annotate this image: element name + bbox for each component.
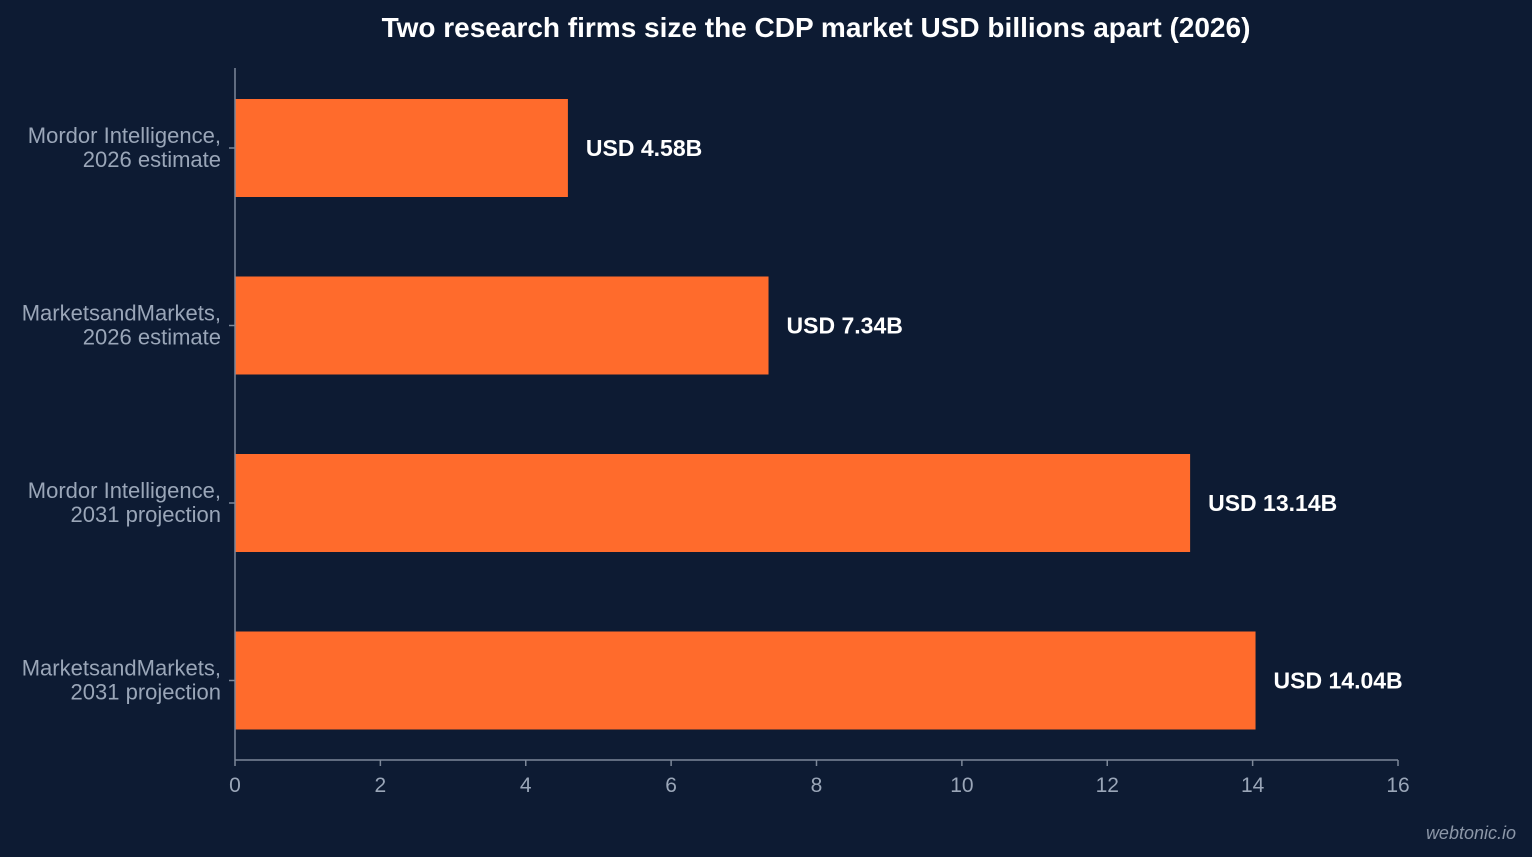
category-label: 2026 estimate	[83, 325, 221, 350]
category-label: MarketsandMarkets,	[22, 656, 221, 681]
x-tick-label: 2	[375, 774, 387, 797]
bar	[235, 454, 1191, 552]
data-label: USD 13.14B	[1208, 490, 1337, 516]
category-label: 2031 projection	[71, 680, 221, 705]
watermark: webtonic.io	[1426, 823, 1516, 843]
x-tick-label: 12	[1096, 774, 1119, 797]
x-tick-label: 4	[520, 774, 532, 797]
bar	[235, 99, 568, 197]
chart-title: Two research firms size the CDP market U…	[382, 12, 1251, 43]
category-label: 2026 estimate	[83, 147, 221, 172]
x-tick-label: 0	[229, 774, 241, 797]
x-tick-label: 14	[1241, 774, 1265, 797]
x-tick-label: 8	[811, 774, 823, 797]
x-tick-label: 10	[950, 774, 973, 797]
bar	[235, 276, 769, 375]
data-label: USD 4.58B	[586, 135, 702, 161]
category-label: MarketsandMarkets,	[22, 301, 221, 326]
category-label: Mordor Intelligence,	[28, 478, 221, 503]
data-label: USD 7.34B	[787, 313, 903, 339]
x-tick-label: 6	[665, 774, 677, 797]
category-label: Mordor Intelligence,	[28, 123, 221, 148]
x-tick-label: 16	[1386, 774, 1409, 797]
bar	[235, 631, 1256, 730]
category-label: 2031 projection	[71, 502, 221, 527]
data-label: USD 14.04B	[1274, 668, 1403, 694]
